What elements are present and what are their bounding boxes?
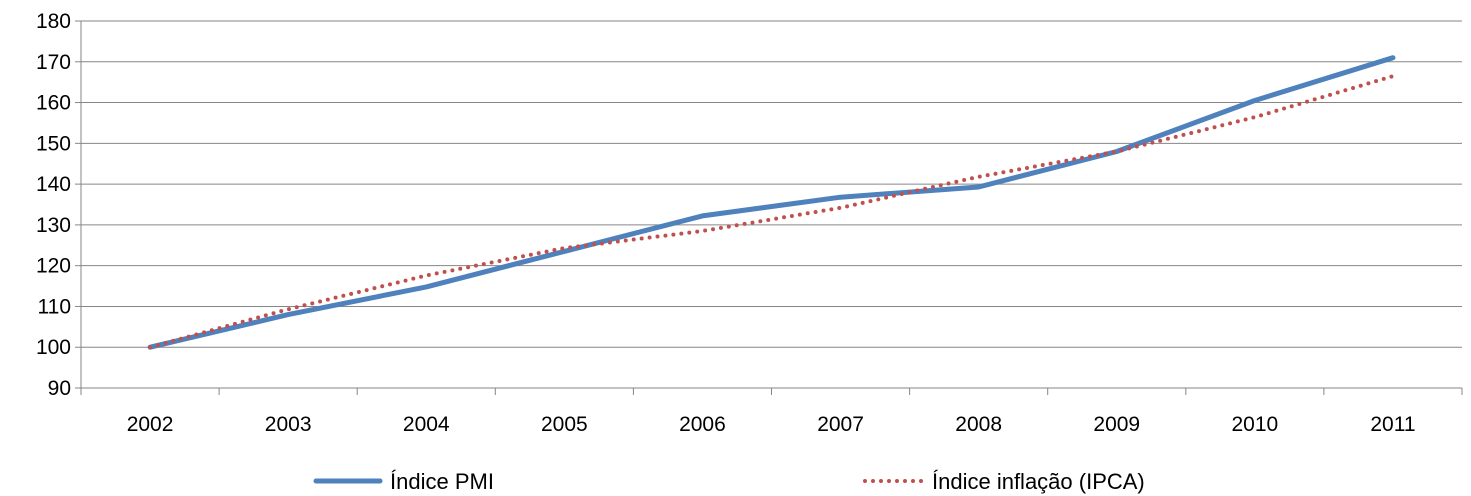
x-tick-label: 2010 xyxy=(1231,413,1278,436)
y-tick-label: 90 xyxy=(48,377,71,400)
x-tick-label: 2007 xyxy=(817,413,864,436)
legend-label-indice-pmi: Índice PMI xyxy=(390,469,494,494)
y-tick-label: 130 xyxy=(36,214,71,237)
x-tick-label: 2009 xyxy=(1093,413,1140,436)
x-tick-label: 2008 xyxy=(955,413,1002,436)
x-axis-tick-labels: 2002 2003 2004 2005 2006 2007 2008 2009 2010 2011 xyxy=(127,413,1416,436)
series-layer xyxy=(147,55,1396,350)
y-tick-label: 110 xyxy=(38,295,71,318)
series-line-1 xyxy=(148,74,1395,350)
axes xyxy=(75,20,1463,395)
y-tick-label: 140 xyxy=(36,173,71,196)
y-tick-label: 170 xyxy=(36,51,71,74)
y-tick-label: 180 xyxy=(36,10,71,33)
y-tick-label: 120 xyxy=(36,255,71,278)
legend: Índice PMI Índice inflação (IPCA) xyxy=(313,469,1145,494)
gridlines xyxy=(81,20,1462,348)
y-axis-tick-labels: 90 100 110 120 130 140 150 160 170 180 xyxy=(36,10,71,400)
x-tick-label: 2003 xyxy=(265,413,312,436)
series-line-0 xyxy=(147,55,1396,350)
y-tick-label: 150 xyxy=(36,132,71,155)
x-tick-label: 2011 xyxy=(1370,413,1415,436)
legend-label-indice-inflacao-ipca: Índice inflação (IPCA) xyxy=(932,469,1145,494)
x-tick-label: 2004 xyxy=(403,413,450,436)
y-tick-label: 100 xyxy=(36,336,71,359)
x-tick-label: 2005 xyxy=(541,413,588,436)
x-tick-label: 2002 xyxy=(127,413,174,436)
x-tick-label: 2006 xyxy=(679,413,726,436)
y-tick-label: 160 xyxy=(36,92,71,115)
